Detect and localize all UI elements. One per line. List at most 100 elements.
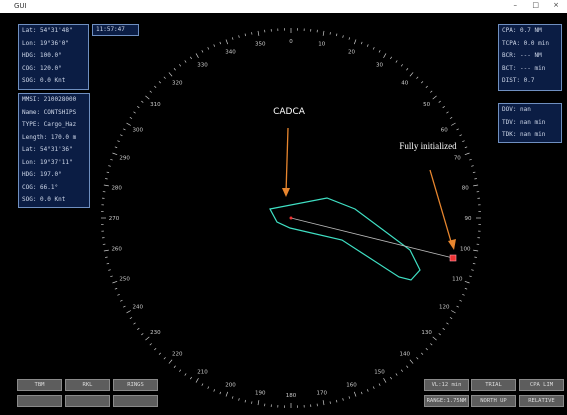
ring-tick	[154, 85, 157, 89]
ring-tick	[474, 178, 477, 180]
ring-tick	[449, 117, 453, 119]
ring-tick	[462, 293, 465, 296]
ring-tick	[464, 287, 468, 290]
ring-tick	[425, 85, 428, 89]
bearing-label: 290	[119, 155, 130, 161]
ring-tick	[406, 68, 409, 71]
bearing-label: 0	[289, 39, 293, 45]
ring-tick	[372, 386, 375, 389]
bearing-label: 110	[452, 277, 463, 283]
ring-tick	[225, 39, 229, 45]
ring-tick	[474, 256, 477, 258]
button[interactable]: VL:12 min	[424, 379, 469, 391]
ring-tick	[469, 275, 472, 278]
annotation: CADCA	[273, 107, 306, 117]
ring-tick	[416, 357, 419, 360]
button[interactable]	[65, 395, 110, 407]
ring-tick	[179, 64, 182, 67]
bearing-label: 150	[374, 369, 385, 375]
ring-tick	[195, 53, 199, 58]
ring-tick	[145, 95, 150, 100]
info-line: Lon: 19°36'0"	[22, 39, 69, 47]
info-line: HDG: 100.0°	[22, 52, 62, 59]
annotation: Fully initialized	[399, 141, 457, 151]
ring-tick	[103, 184, 109, 187]
bearing-label: 190	[255, 390, 266, 396]
bearing-label: 170	[316, 390, 327, 396]
ring-tick	[342, 35, 344, 38]
ring-tick	[184, 60, 187, 63]
bearing-label: 220	[172, 352, 183, 358]
button[interactable]: TBM	[17, 379, 62, 391]
ring-tick	[114, 287, 118, 290]
info-line: Lat: 54°31'36"	[22, 146, 73, 153]
button[interactable]: CPA LIM	[519, 379, 564, 391]
title-bar: GUI – □ ×	[0, 0, 567, 13]
bearing-label: 60	[441, 128, 448, 134]
button[interactable]: RANGE:1.75NM	[424, 395, 469, 407]
ring-tick	[133, 322, 136, 325]
ring-tick	[438, 100, 441, 103]
info-line: MMSI: 210028000	[22, 96, 77, 103]
ring-tick	[329, 401, 331, 404]
ring-tick	[425, 347, 428, 351]
ring-tick	[360, 391, 363, 395]
button[interactable]: RKL	[65, 379, 110, 391]
ring-tick	[173, 68, 176, 71]
target-ship[interactable]	[449, 254, 457, 262]
maximize[interactable]: □	[532, 1, 539, 9]
ring-tick	[322, 400, 325, 406]
ring-tick	[238, 398, 240, 401]
button[interactable]: RELATIVE	[519, 395, 564, 407]
ring-tick	[126, 310, 131, 314]
ring-tick	[446, 322, 449, 325]
ring-tick	[173, 365, 176, 368]
ring-tick	[464, 280, 470, 284]
bearing-label: 30	[376, 63, 383, 69]
ring-tick	[117, 293, 120, 296]
ring-tick	[390, 56, 392, 60]
ring-tick	[133, 111, 136, 114]
info-line: DOV: nan	[502, 106, 531, 113]
button[interactable]	[113, 395, 158, 407]
ring-tick	[244, 33, 246, 37]
bearing-label: 310	[150, 102, 161, 108]
ring-tick	[195, 378, 199, 383]
ring-tick	[112, 280, 118, 284]
minimize[interactable]: –	[513, 1, 518, 9]
ring-tick	[469, 158, 472, 161]
button[interactable]: NORTH UP	[471, 395, 516, 407]
info-line: TDK: nan min	[502, 131, 546, 138]
bearing-label: 130	[421, 330, 432, 336]
ring-tick	[251, 32, 253, 35]
ring-tick	[158, 81, 162, 84]
bearing-label: 20	[348, 50, 355, 56]
button[interactable]: RINGS	[113, 379, 158, 391]
ring-tick	[472, 171, 476, 173]
info-line: SOG: 0.0 Knt	[22, 77, 66, 84]
info-line: HDG: 197.0°	[22, 171, 62, 178]
button[interactable]	[17, 395, 62, 407]
ring-tick	[432, 336, 437, 341]
ring-tick	[353, 39, 357, 45]
ring-tick	[456, 305, 459, 308]
button[interactable]: TRIAL	[471, 379, 516, 391]
bearing-label: 270	[109, 216, 120, 222]
ring-tick	[207, 386, 210, 389]
close[interactable]: ×	[553, 1, 559, 9]
arrow-head	[282, 188, 290, 197]
ring-tick	[106, 263, 110, 265]
ring-tick	[201, 383, 204, 386]
ring-tick	[471, 165, 474, 167]
ring-tick	[244, 399, 246, 403]
ring-tick	[154, 347, 157, 351]
ring-tick	[251, 401, 253, 404]
ring-tick	[168, 359, 173, 364]
info-line: BCT: --- min	[502, 64, 546, 72]
ring-tick	[219, 41, 222, 45]
ring-tick	[395, 60, 398, 63]
bearing-label: 100	[460, 247, 471, 253]
ring-tick	[472, 263, 476, 265]
ring-tick	[126, 122, 131, 126]
